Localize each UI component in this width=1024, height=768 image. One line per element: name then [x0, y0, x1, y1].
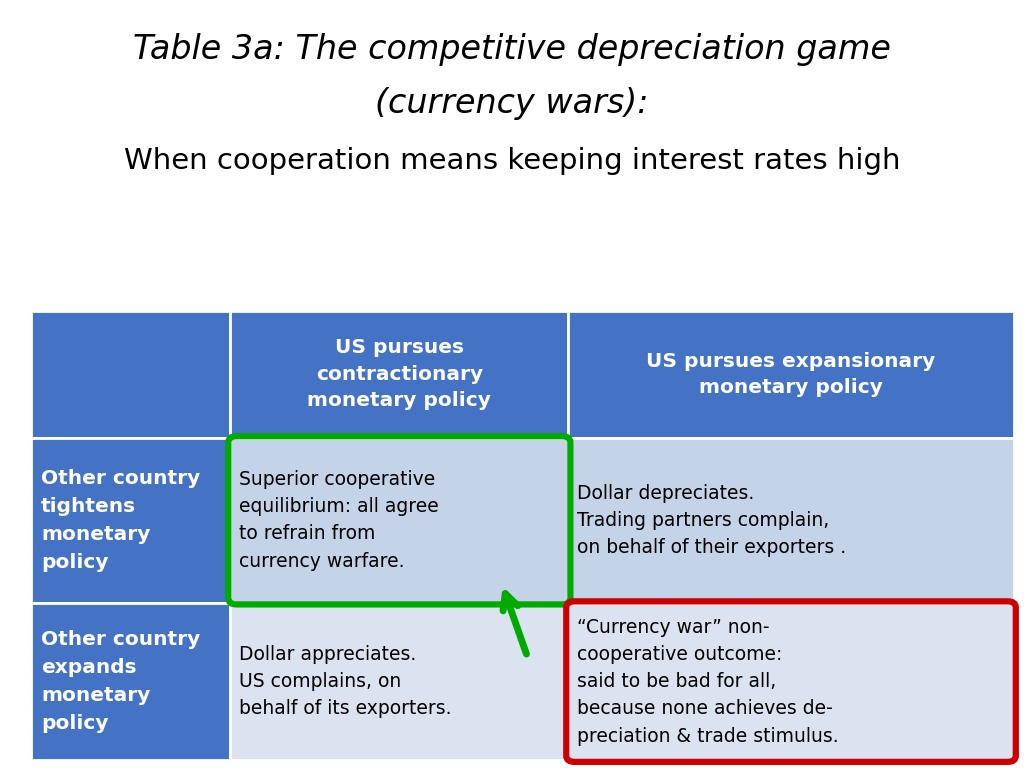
Bar — [568, 603, 1014, 760]
Text: “Currency war” non-
cooperative outcome:
said to be bad for all,
because none ac: “Currency war” non- cooperative outcome:… — [577, 617, 838, 746]
Text: Table 3a: The competitive depreciation game: Table 3a: The competitive depreciation g… — [133, 34, 891, 66]
Text: US pursues
contractionary
monetary policy: US pursues contractionary monetary polic… — [307, 339, 492, 410]
Bar — [31, 603, 230, 760]
Text: Other country
expands
monetary
policy: Other country expands monetary policy — [41, 630, 201, 733]
Bar — [568, 438, 1014, 603]
Text: When cooperation means keeping interest rates high: When cooperation means keeping interest … — [124, 147, 900, 175]
Text: Dollar appreciates.
US complains, on
behalf of its exporters.: Dollar appreciates. US complains, on beh… — [239, 645, 452, 718]
Text: Dollar depreciates.
Trading partners complain,
on behalf of their exporters .: Dollar depreciates. Trading partners com… — [577, 484, 846, 557]
Text: (currency wars):: (currency wars): — [375, 88, 649, 120]
Bar — [230, 438, 568, 603]
Bar — [31, 438, 230, 603]
Text: US pursues expansionary
monetary policy: US pursues expansionary monetary policy — [646, 352, 936, 397]
Text: Superior cooperative
equilibrium: all agree
to refrain from
currency warfare.: Superior cooperative equilibrium: all ag… — [239, 470, 438, 571]
Bar — [230, 311, 568, 438]
Bar — [568, 311, 1014, 438]
Text: Other country
tightens
monetary
policy: Other country tightens monetary policy — [41, 468, 201, 572]
Bar — [31, 311, 230, 438]
Bar — [230, 603, 568, 760]
